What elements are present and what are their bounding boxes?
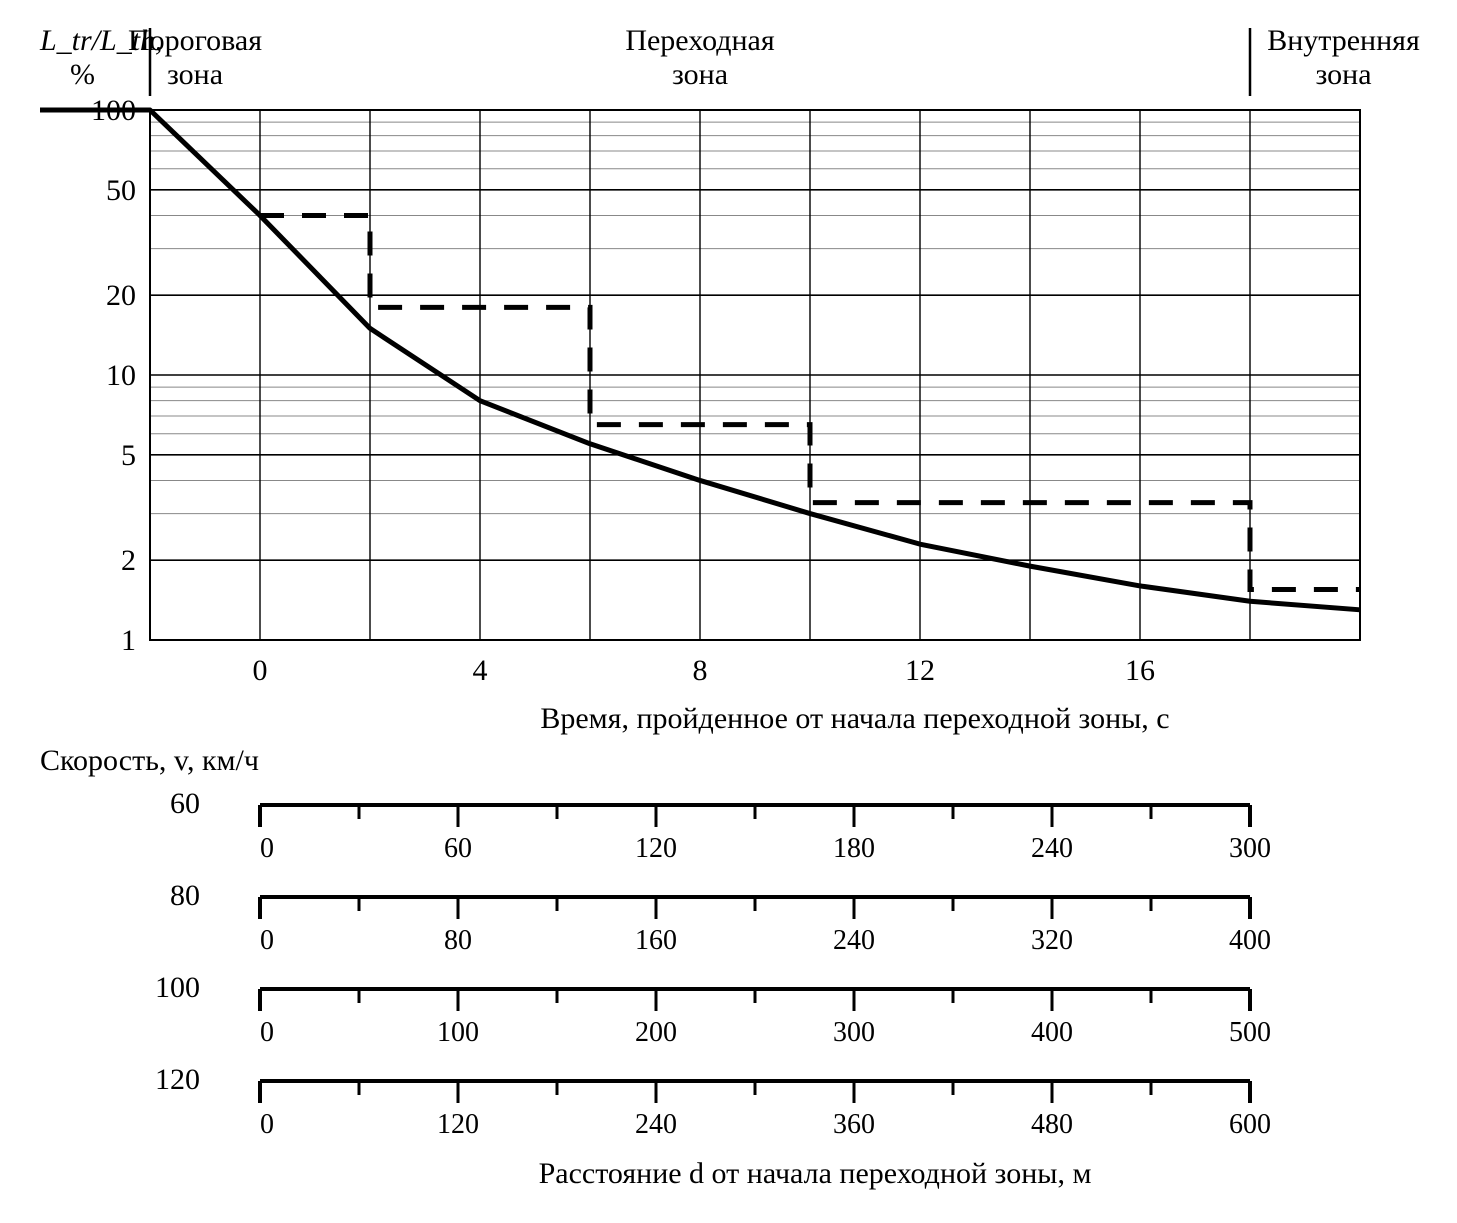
svg-text:Пороговая: Пороговая xyxy=(128,24,262,57)
svg-text:0: 0 xyxy=(260,833,274,864)
svg-text:Переходная: Переходная xyxy=(625,24,775,57)
svg-text:600: 600 xyxy=(1229,1109,1271,1140)
svg-text:300: 300 xyxy=(833,1017,875,1048)
svg-text:0: 0 xyxy=(260,1017,274,1048)
svg-text:60: 60 xyxy=(170,787,200,820)
svg-text:500: 500 xyxy=(1229,1017,1271,1048)
svg-text:50: 50 xyxy=(106,174,136,207)
tunnel-luminance-chart: 125102050100L_tr/L_th,%0481216Время, про… xyxy=(20,20,1437,1203)
svg-text:120: 120 xyxy=(635,833,677,864)
svg-text:240: 240 xyxy=(635,1109,677,1140)
svg-text:%: % xyxy=(70,58,95,91)
svg-text:80: 80 xyxy=(170,879,200,912)
svg-text:200: 200 xyxy=(635,1017,677,1048)
svg-text:100: 100 xyxy=(437,1017,479,1048)
svg-text:Скорость, v, км/ч: Скорость, v, км/ч xyxy=(40,744,259,777)
svg-text:8: 8 xyxy=(693,654,708,687)
svg-text:Время, пройденное от начала пе: Время, пройденное от начала переходной з… xyxy=(540,702,1169,735)
svg-text:360: 360 xyxy=(833,1109,875,1140)
svg-text:240: 240 xyxy=(1031,833,1073,864)
svg-text:20: 20 xyxy=(106,279,136,312)
svg-text:240: 240 xyxy=(833,925,875,956)
svg-text:12: 12 xyxy=(905,654,935,687)
svg-text:4: 4 xyxy=(473,654,488,687)
svg-text:16: 16 xyxy=(1125,654,1155,687)
svg-text:120: 120 xyxy=(437,1109,479,1140)
svg-text:400: 400 xyxy=(1229,925,1271,956)
svg-text:1: 1 xyxy=(121,624,136,657)
svg-text:320: 320 xyxy=(1031,925,1073,956)
svg-text:Внутренняя: Внутренняя xyxy=(1267,24,1420,57)
svg-text:180: 180 xyxy=(833,833,875,864)
svg-text:120: 120 xyxy=(155,1063,200,1096)
svg-text:100: 100 xyxy=(155,971,200,1004)
svg-text:Расстояние d от начала переход: Расстояние d от начала переходной зоны, … xyxy=(539,1157,1092,1190)
svg-text:зона: зона xyxy=(167,58,223,91)
svg-text:2: 2 xyxy=(121,544,136,577)
svg-text:зона: зона xyxy=(1315,58,1371,91)
svg-text:0: 0 xyxy=(260,1109,274,1140)
svg-text:0: 0 xyxy=(260,925,274,956)
svg-text:400: 400 xyxy=(1031,1017,1073,1048)
svg-text:480: 480 xyxy=(1031,1109,1073,1140)
svg-text:зона: зона xyxy=(672,58,728,91)
svg-text:5: 5 xyxy=(121,439,136,472)
svg-text:60: 60 xyxy=(444,833,472,864)
svg-text:80: 80 xyxy=(444,925,472,956)
svg-text:0: 0 xyxy=(253,654,268,687)
svg-text:300: 300 xyxy=(1229,833,1271,864)
svg-text:160: 160 xyxy=(635,925,677,956)
svg-text:10: 10 xyxy=(106,359,136,392)
